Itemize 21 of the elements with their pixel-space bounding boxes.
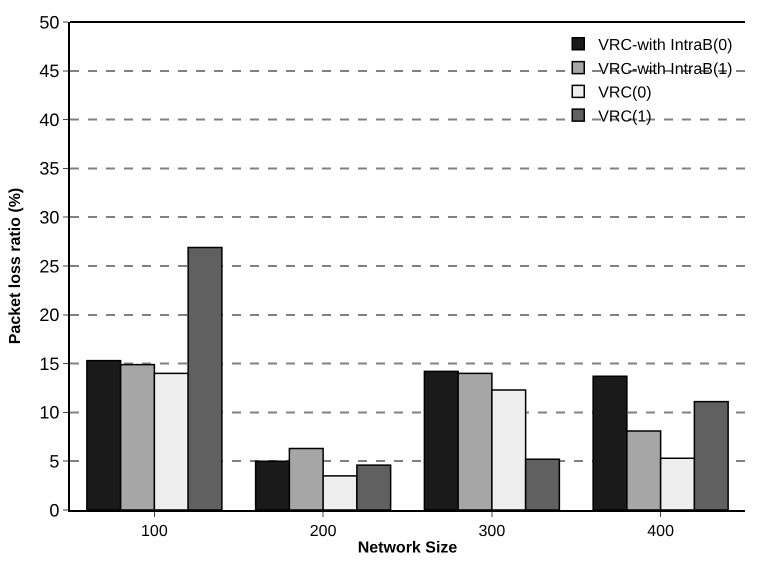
y-tick-label: 50 — [39, 12, 60, 32]
y-tick-label: 40 — [39, 110, 60, 130]
y-tick-label: 25 — [39, 256, 60, 276]
x-tick-label: 100 — [141, 523, 168, 540]
legend-label: VRC-with IntraB(1) — [598, 60, 732, 78]
y-axis-title: Packet loss ratio (%) — [6, 188, 24, 344]
x-axis-title: Network Size — [358, 539, 458, 556]
y-tick-label: 35 — [39, 158, 60, 179]
y-tick-label: 15 — [39, 354, 60, 374]
legend-label: VRC-with IntraB(0) — [598, 37, 732, 54]
y-tick-label: 45 — [39, 61, 60, 82]
x-tick-label: 400 — [647, 523, 674, 540]
y-tick-label: 10 — [39, 402, 60, 423]
y-tick-label: 30 — [39, 208, 60, 228]
y-tick-label: 0 — [49, 500, 60, 520]
y-tick-label: 20 — [39, 305, 60, 326]
legend-label: VRC(1) — [598, 108, 652, 126]
y-tick-label: 5 — [49, 452, 60, 472]
x-tick-label: 200 — [310, 523, 337, 540]
x-tick-label: 300 — [478, 523, 506, 540]
legend-label: VRC(0) — [598, 84, 652, 102]
